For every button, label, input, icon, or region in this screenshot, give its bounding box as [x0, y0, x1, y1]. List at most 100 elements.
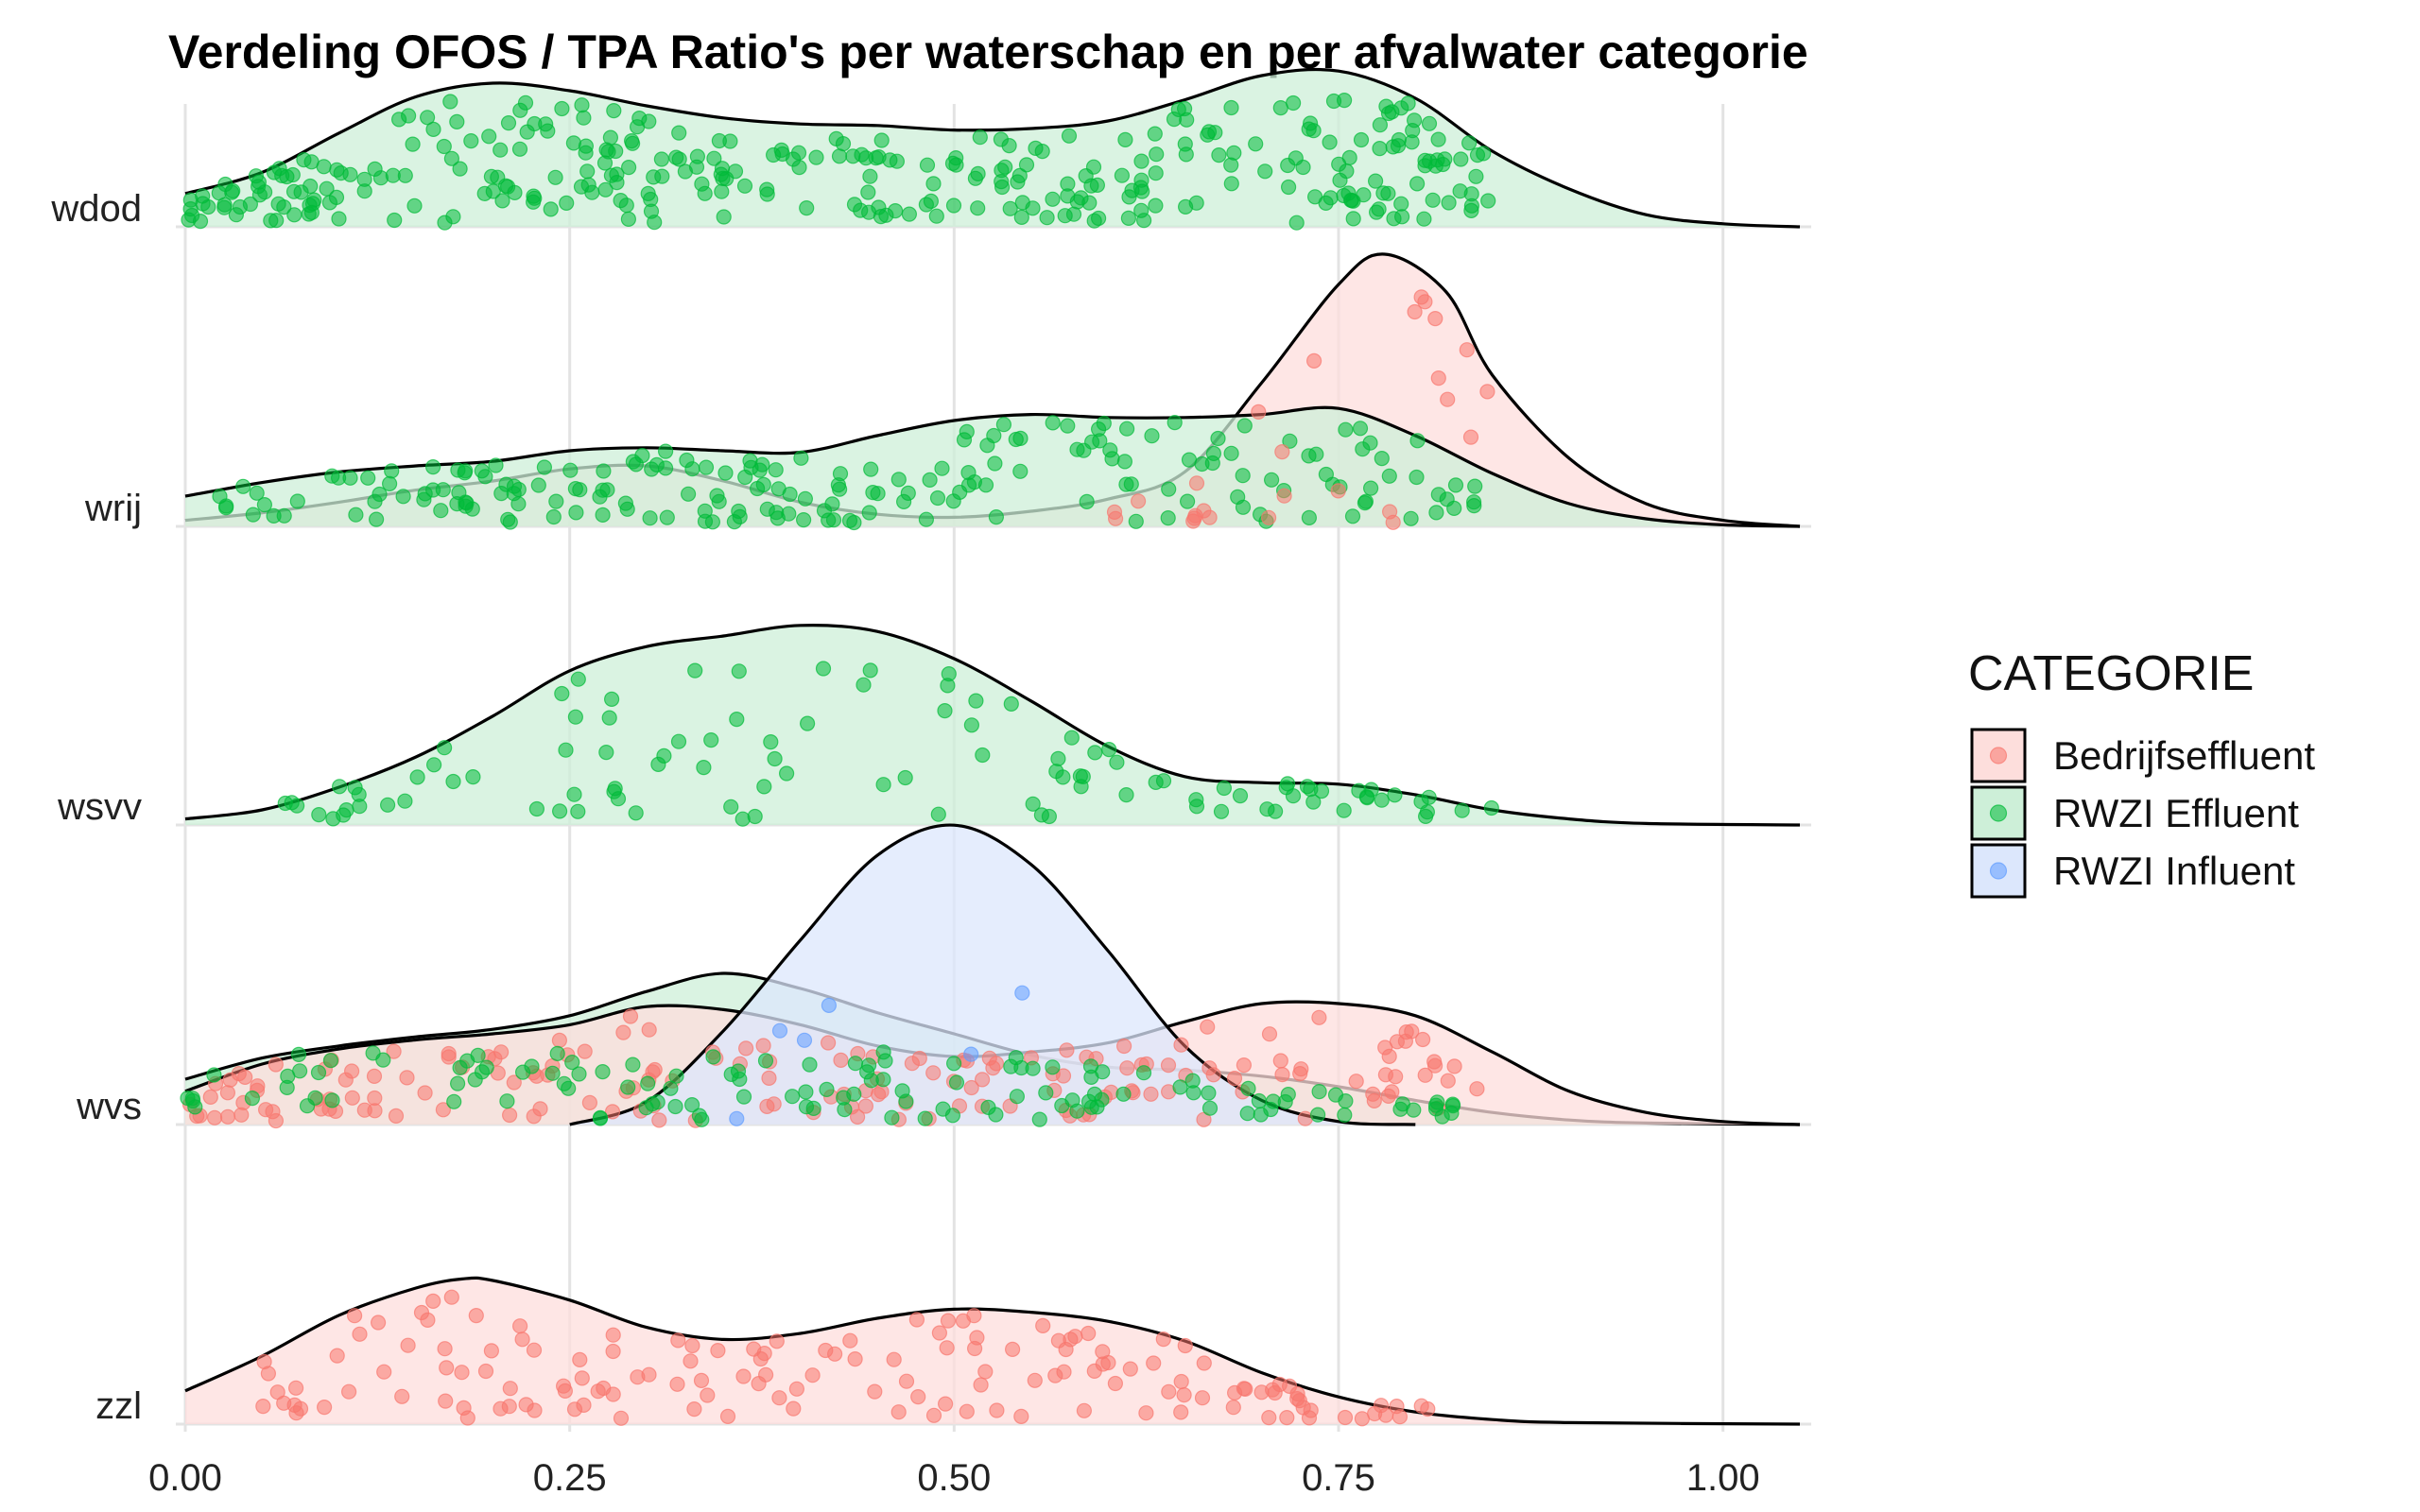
point-wrij-rwzi-effluent	[918, 511, 935, 527]
point-wsvv-rwzi-effluent	[1285, 788, 1302, 804]
point-wdod-rwzi-effluent	[668, 149, 684, 165]
point-zzl-bedrijfseffluent	[468, 1307, 484, 1324]
ridge-line-wdod-rwzi-effluent	[184, 67, 1801, 229]
point-wvs-rwzi-influent	[729, 1110, 745, 1126]
point-wsvv-rwzi-effluent	[1213, 803, 1230, 819]
point-wdod-rwzi-effluent	[808, 149, 824, 165]
point-wvs-bedrijfseffluent	[268, 1057, 284, 1073]
point-wdod-rwzi-effluent	[646, 169, 662, 185]
point-wvs-bedrijfseffluent	[1389, 1034, 1406, 1050]
point-wdod-rwzi-effluent	[945, 198, 962, 214]
point-wrij-bedrijfseffluent	[1130, 493, 1147, 509]
point-wdod-rwzi-effluent	[1179, 112, 1195, 128]
point-wvs-bedrijfseffluent	[604, 1104, 621, 1120]
point-wrij-rwzi-effluent	[289, 493, 305, 509]
point-wdod-rwzi-effluent	[463, 133, 479, 149]
point-wrij-bedrijfseffluent	[1430, 370, 1446, 387]
ridge-fill-wsvv-rwzi-effluent	[185, 625, 1800, 825]
point-zzl-bedrijfseffluent	[1177, 1337, 1193, 1354]
point-wdod-rwzi-effluent	[1390, 138, 1407, 154]
point-wsvv-rwzi-effluent	[1087, 745, 1103, 761]
point-zzl-bedrijfseffluent	[669, 1376, 685, 1392]
point-wsvv-rwzi-effluent	[570, 803, 586, 819]
point-wrij-rwzi-effluent	[1012, 463, 1028, 479]
point-wsvv-rwzi-effluent	[1063, 730, 1080, 746]
point-wdod-rwzi-effluent	[1435, 156, 1451, 173]
point-wrij-rwzi-effluent	[870, 486, 886, 502]
point-wrij-rwzi-effluent	[1205, 445, 1222, 461]
legend-label: Bedrijfseffluent	[2053, 733, 2315, 778]
point-wvs-rwzi-effluent	[571, 1066, 587, 1082]
point-wvs-rwzi-effluent	[735, 1089, 752, 1105]
point-wrij-rwzi-effluent	[276, 507, 292, 524]
point-zzl-bedrijfseffluent	[804, 1367, 821, 1383]
point-wdod-rwzi-effluent	[559, 195, 575, 211]
point-wsvv-rwzi-effluent	[554, 685, 570, 702]
point-wvs-rwzi-effluent	[499, 1093, 515, 1109]
point-zzl-bedrijfseffluent	[937, 1396, 954, 1412]
point-zzl-bedrijfseffluent	[514, 1332, 530, 1348]
point-wdod-rwzi-effluent	[1018, 157, 1035, 173]
point-wvs-bedrijfseffluent	[386, 1043, 402, 1059]
point-wdod-rwzi-effluent	[736, 178, 753, 194]
point-wdod-rwzi-effluent	[511, 141, 528, 157]
point-wsvv-rwzi-effluent	[875, 777, 891, 793]
point-wsvv-rwzi-effluent	[1050, 750, 1066, 767]
point-wrij-rwzi-effluent	[1161, 481, 1177, 497]
legend-point	[1989, 747, 2008, 765]
point-wrij-rwzi-effluent	[1318, 466, 1335, 483]
point-zzl-bedrijfseffluent	[352, 1326, 368, 1342]
point-wrij-rwzi-effluent	[1357, 494, 1374, 511]
point-wvs-bedrijfseffluent	[1200, 1019, 1216, 1035]
point-wrij-rwzi-effluent	[510, 481, 527, 498]
point-wvs-rwzi-effluent	[1253, 1107, 1269, 1123]
ridge-fill-zzl-bedrijfseffluent	[185, 1278, 1800, 1424]
point-wvs-rwzi-effluent	[446, 1093, 462, 1109]
point-wsvv-rwzi-effluent	[570, 671, 586, 687]
point-zzl-bedrijfseffluent	[686, 1400, 702, 1418]
point-wdod-rwzi-effluent	[580, 177, 596, 193]
point-wrij-rwzi-effluent	[1104, 451, 1120, 467]
point-wdod-rwzi-effluent	[1295, 159, 1311, 176]
point-zzl-bedrijfseffluent	[605, 1327, 621, 1343]
point-wdod-rwzi-effluent	[519, 124, 535, 140]
point-wvs-rwzi-effluent	[640, 1075, 656, 1091]
point-wrij-rwzi-effluent	[245, 507, 261, 523]
point-wvs-bedrijfseffluent	[1426, 1054, 1443, 1070]
point-zzl-bedrijfseffluent	[605, 1343, 621, 1360]
point-wvs-bedrijfseffluent	[911, 1050, 927, 1067]
point-wvs-rwzi-influent	[771, 1022, 788, 1039]
point-wdod-rwzi-effluent	[901, 206, 918, 222]
point-wrij-rwzi-effluent	[952, 484, 968, 501]
point-wvs-bedrijfseffluent	[1059, 1042, 1075, 1058]
point-wvs-bedrijfseffluent	[219, 1085, 235, 1101]
point-wdod-rwzi-effluent	[391, 112, 407, 128]
point-wrij-bedrijfseffluent	[1479, 384, 1495, 400]
point-wdod-rwzi-effluent	[970, 200, 986, 216]
point-wrij-bedrijfseffluent	[1459, 342, 1475, 358]
point-wrij-rwzi-effluent	[988, 508, 1005, 525]
point-zzl-bedrijfseffluent	[1107, 1375, 1124, 1392]
point-wsvv-rwzi-effluent	[670, 733, 687, 749]
point-wvs-rwzi-effluent	[1280, 1086, 1296, 1103]
point-wrij-bedrijfseffluent	[1188, 475, 1205, 491]
point-wdod-rwzi-effluent	[925, 176, 942, 192]
point-wvs-rwzi-effluent	[1115, 1086, 1132, 1102]
ridges-layer	[180, 67, 1801, 1427]
point-wdod-rwzi-effluent	[677, 163, 694, 180]
point-wdod-rwzi-effluent	[481, 129, 497, 145]
point-wsvv-rwzi-effluent	[735, 811, 751, 827]
point-wsvv-rwzi-effluent	[856, 677, 872, 693]
point-wrij-rwzi-effluent	[1409, 469, 1425, 486]
point-wdod-rwzi-effluent	[603, 167, 620, 183]
point-wrij-bedrijfseffluent	[1385, 514, 1401, 530]
point-wvs-rwzi-effluent	[757, 1053, 774, 1069]
point-zzl-bedrijfseffluent	[989, 1402, 1005, 1418]
point-wdod-rwzi-effluent	[1133, 202, 1150, 218]
point-zzl-bedrijfseffluent	[1004, 1341, 1021, 1358]
point-wdod-rwzi-effluent	[387, 212, 403, 229]
x-tick-label: 1.00	[1686, 1457, 1760, 1499]
point-wvs-rwzi-effluent	[1172, 1079, 1188, 1095]
point-wdod-rwzi-effluent	[1339, 163, 1355, 180]
point-zzl-bedrijfseffluent	[1225, 1400, 1241, 1416]
